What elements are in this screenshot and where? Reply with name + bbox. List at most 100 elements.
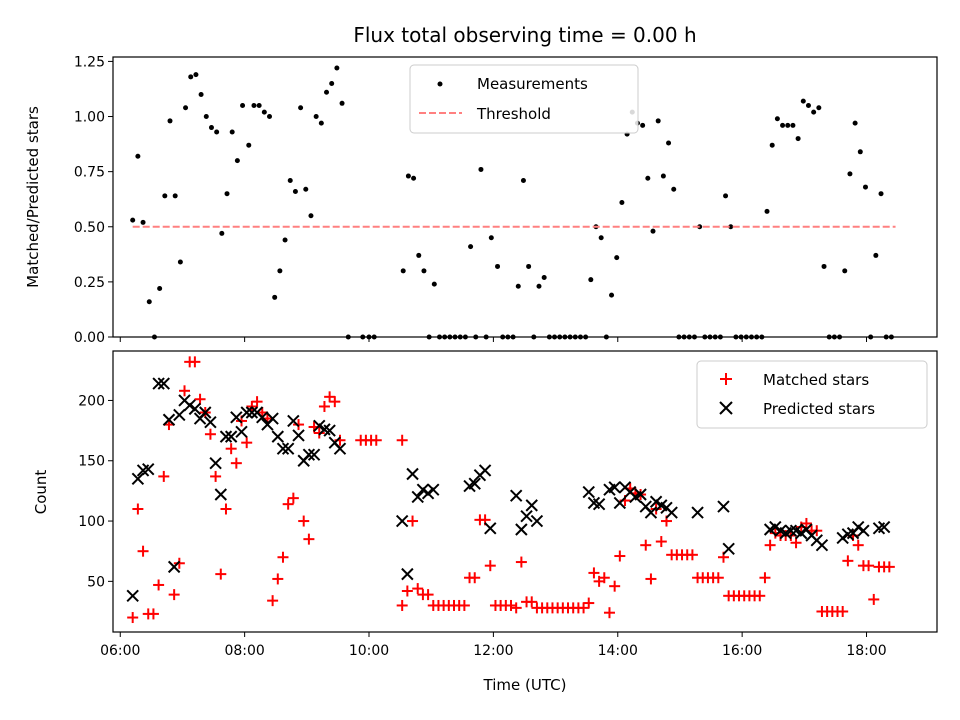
matched-stars-point (324, 391, 336, 403)
measurement-point (298, 105, 304, 111)
measurement-point (229, 129, 235, 135)
predicted-stars-point (142, 462, 155, 476)
measurement-point (800, 98, 806, 104)
measurement-point (267, 114, 273, 120)
measurement-point (421, 268, 427, 274)
predicted-stars-point (634, 488, 647, 501)
measurement-point (650, 228, 656, 234)
measurement-point (640, 122, 646, 128)
predicted-stars-point (427, 483, 440, 496)
x-tick-label: 08:00 (224, 643, 264, 659)
predicted-stars-point (592, 497, 606, 511)
bottom-plot-frame (112, 350, 938, 633)
matched-stars-point (329, 396, 341, 408)
matched-stars-point (267, 595, 279, 607)
predicted-stars-point (784, 524, 798, 537)
measurement-point (780, 122, 786, 128)
predicted-stars-point (271, 430, 285, 443)
x-tick-label: 16:00 (722, 643, 762, 659)
predicted-stars-point (582, 485, 595, 499)
matched-stars-point (153, 579, 165, 591)
bottom-axes: 50 100 150 200 06:00 08:00 10:00 12:00 14:00 16:0… (78, 393, 886, 659)
predicted-stars-point (815, 538, 829, 552)
measurement-point (130, 217, 136, 223)
matched-stars-point (515, 556, 527, 568)
predicted-stars-point (167, 560, 181, 574)
predicted-stars-point (333, 442, 347, 455)
top-y-tick-label: 0.00 (74, 330, 105, 346)
measurement-point (193, 72, 199, 78)
bottom-y-tick-label: 200 (78, 393, 105, 409)
measurement-point (313, 114, 319, 120)
predicted-stars-point (515, 523, 528, 536)
matched-stars-point (173, 557, 185, 569)
matched-stars-point (303, 533, 315, 545)
matched-stars-point (298, 515, 310, 527)
measurement-point (764, 208, 770, 214)
top-legend-box (409, 64, 639, 134)
matched-stars-point (132, 503, 144, 515)
bottom-y-tick-label: 50 (87, 574, 105, 590)
measurement-point (240, 103, 246, 109)
measurement-point (728, 224, 734, 230)
predicted-stars-point (525, 499, 538, 512)
measurement-point (324, 89, 330, 95)
predicted-stars-point (224, 430, 238, 443)
matched-stars-point (158, 470, 170, 482)
matched-stars-point (396, 434, 408, 446)
matched-stars-point (204, 428, 216, 440)
bottom-y-tick-label: 150 (78, 454, 105, 470)
predicted-stars-point (468, 477, 481, 490)
measurement-point (318, 120, 324, 126)
measurement-point (785, 122, 791, 128)
measurement-point (282, 237, 288, 243)
matched-stars-point (852, 539, 864, 551)
matched-stars-point (407, 515, 419, 527)
measurement-point (287, 177, 293, 183)
predicted-stars-point (857, 524, 870, 537)
matched-stars-point (759, 572, 771, 584)
matched-stars-point (764, 539, 776, 551)
matched-stars-point (842, 555, 854, 567)
legend-matched-label: Matched stars (763, 371, 869, 389)
matched-stars-point (246, 400, 258, 412)
top-legend: Measurements Threshold (409, 64, 639, 134)
predicted-stars-point (406, 467, 419, 481)
measurement-point (400, 268, 406, 274)
measurement-point (811, 109, 817, 115)
measurement-point (172, 193, 178, 199)
measurement-point (224, 191, 230, 197)
predicted-stars-point (245, 406, 259, 419)
matched-stars-point (287, 492, 299, 504)
matched-stars-point (583, 597, 595, 609)
x-tick-label: 12:00 (473, 643, 513, 659)
bottom-y-tick-label: 100 (78, 514, 105, 530)
matched-stars-point (230, 457, 242, 469)
measurement-point (177, 259, 183, 265)
matched-stars-point (645, 573, 657, 585)
matched-stars-point (790, 537, 802, 549)
matched-stars-point (526, 596, 538, 608)
predicted-stars-point (722, 542, 735, 555)
legend-predicted-label: Predicted stars (763, 400, 875, 418)
measurement-point (292, 188, 298, 194)
legend-measurements-label: Measurements (477, 75, 588, 93)
predicted-stars-point (313, 419, 326, 432)
top-panel: 0.00 0.25 0.50 0.75 1.00 1.25 Matched/Predict… (24, 54, 938, 346)
legend-matched-marker (720, 373, 732, 385)
measurement-point (478, 166, 484, 172)
legend-predicted-marker (719, 401, 733, 415)
predicted-stars-point (292, 429, 305, 442)
predicted-stars-point (530, 514, 544, 528)
measurement-point (526, 263, 532, 269)
matched-stars-point (883, 561, 895, 573)
predicted-stars-point (209, 456, 222, 470)
matched-stars-point (210, 470, 222, 482)
predicted-stars-point (613, 496, 627, 510)
matched-stars-point (458, 599, 470, 611)
predicted-stars-point (717, 500, 730, 513)
measurement-point (272, 294, 278, 300)
matched-stars-point (189, 356, 201, 368)
top-y-tick-label: 1.00 (74, 110, 105, 126)
predicted-stars-point (395, 514, 409, 528)
